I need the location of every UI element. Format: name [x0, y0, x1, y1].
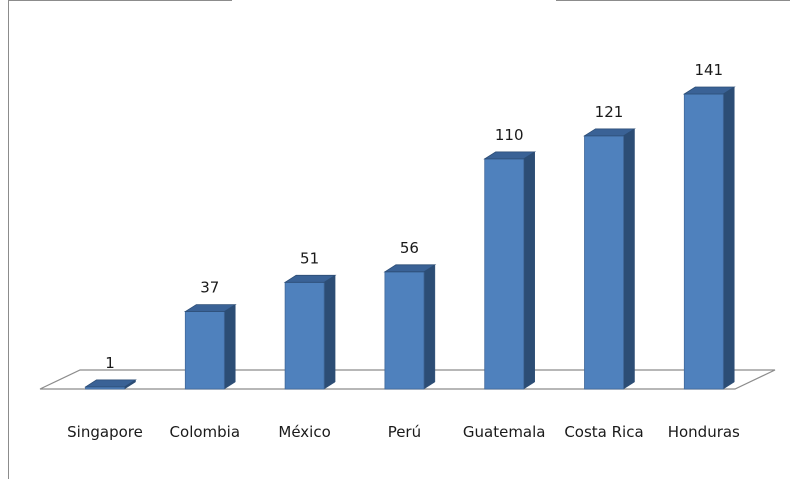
bar-series	[84, 86, 736, 390]
bar-front-costa-rica	[584, 135, 624, 390]
bar-side-costa-rica	[623, 128, 635, 390]
data-label-guatemala: 110	[495, 126, 524, 144]
bar-costa-rica	[583, 128, 636, 390]
bar-mexico	[283, 274, 337, 390]
data-label-honduras: 141	[694, 61, 723, 79]
bar-front-peru	[384, 271, 425, 390]
data-labels: 1 37 51 56 110 121 141	[105, 61, 723, 372]
data-label-peru: 56	[400, 239, 419, 257]
category-label-peru: Perú	[388, 423, 421, 441]
bar-side-colombia	[224, 304, 236, 390]
category-label-honduras: Honduras	[668, 423, 740, 441]
category-label-mexico: México	[278, 423, 330, 441]
data-label-costa-rica: 121	[595, 103, 624, 121]
bar-colombia	[183, 304, 237, 390]
bar-top-guatemala	[483, 151, 537, 160]
bar-side-peru	[423, 264, 436, 390]
bar-top-mexico	[283, 274, 337, 283]
category-label-singapore: Singapore	[67, 423, 143, 441]
bar-top-colombia	[183, 304, 237, 312]
bar-front-colombia	[184, 311, 225, 390]
bar-side-honduras	[723, 86, 735, 390]
data-label-mexico: 51	[300, 249, 319, 267]
category-label-guatemala: Guatemala	[463, 423, 546, 441]
category-label-costa-rica: Costa Rica	[564, 423, 643, 441]
bar-top-honduras	[682, 86, 736, 95]
data-label-singapore: 1	[105, 354, 115, 372]
bar-singapore	[84, 379, 137, 390]
bar-top-peru	[383, 264, 437, 273]
bar-front-guatemala	[484, 158, 525, 390]
bar-top-costa-rica	[583, 128, 636, 137]
category-label-colombia: Colombia	[170, 423, 241, 441]
bar-peru	[383, 264, 437, 390]
bar-guatemala	[483, 151, 537, 390]
data-label-colombia: 37	[200, 279, 219, 297]
bar-side-mexico	[323, 274, 336, 390]
category-axis-labels: Singapore Colombia México Perú Guatemala Cost…	[67, 423, 740, 441]
bar-honduras	[682, 86, 736, 390]
bar-side-guatemala	[523, 151, 535, 390]
bar-front-mexico	[284, 281, 325, 390]
bar-front-honduras	[683, 93, 724, 390]
bar-top-singapore	[84, 379, 137, 388]
